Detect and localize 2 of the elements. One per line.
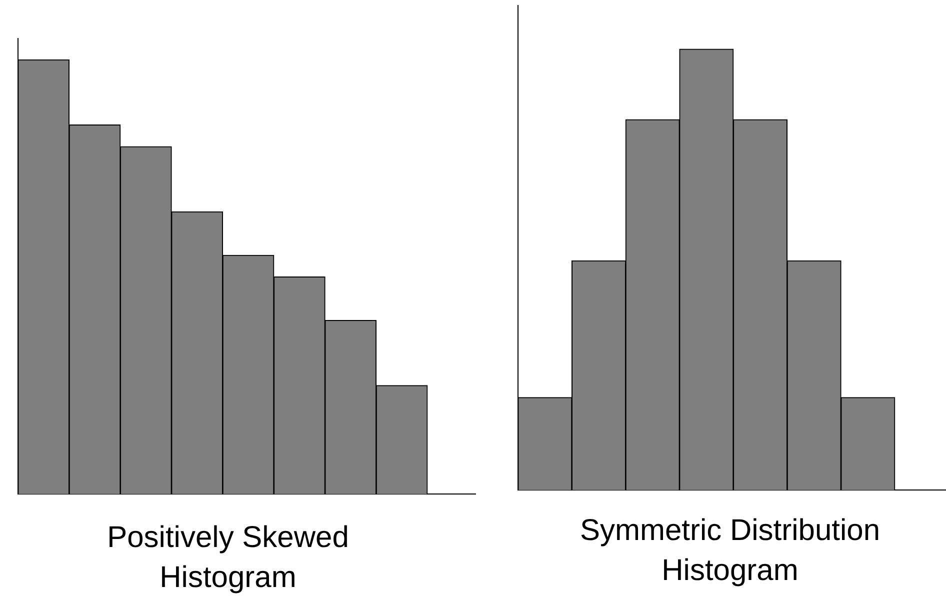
x-axis-title: Symmetric Distribution Histogram <box>578 513 882 589</box>
x-axis-title: Positively Skewed Histogram <box>106 520 350 596</box>
